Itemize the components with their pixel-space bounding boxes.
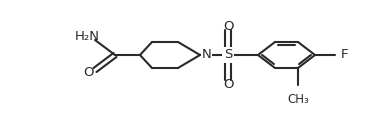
Text: CH₃: CH₃ <box>287 93 309 106</box>
Text: O: O <box>83 66 93 79</box>
Text: O: O <box>223 78 233 90</box>
Text: S: S <box>224 48 232 61</box>
Text: F: F <box>341 48 349 61</box>
Text: H₂N: H₂N <box>75 30 99 44</box>
Text: N: N <box>202 48 212 60</box>
Text: O: O <box>223 19 233 33</box>
